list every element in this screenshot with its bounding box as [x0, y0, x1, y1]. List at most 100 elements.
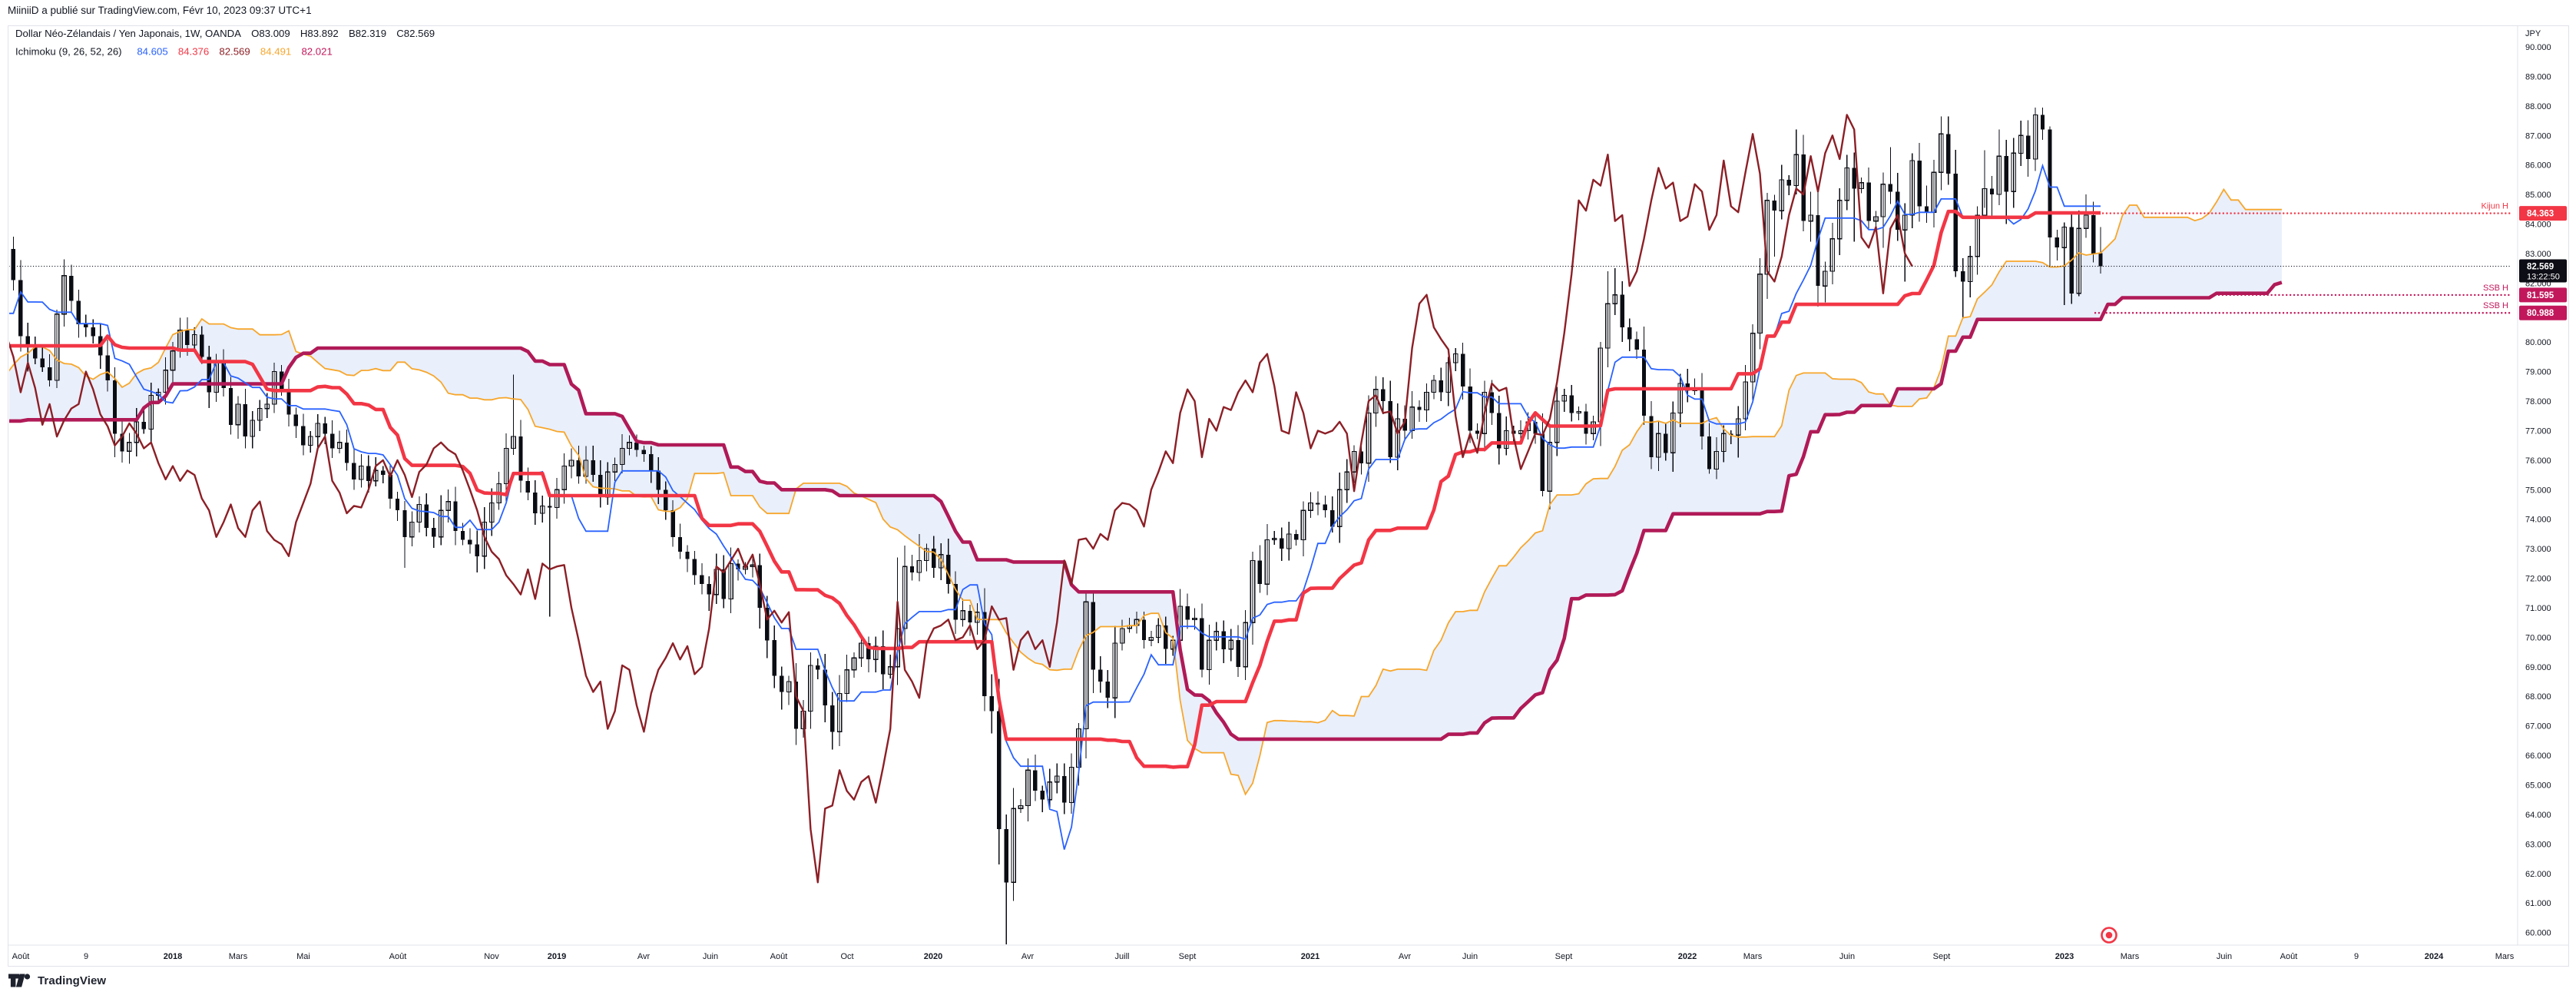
time-tick-label: Mars — [229, 952, 248, 961]
last-price-badge — [2519, 259, 2567, 283]
price-tick-label: 80.000 — [2525, 338, 2551, 347]
time-tick-label: Oct — [840, 952, 853, 961]
indicator-title-row[interactable]: Ichimoku (9, 26, 52, 26) 84.605 84.376 8… — [15, 46, 333, 58]
time-tick-label: Mai — [296, 952, 310, 961]
time-tick-label: Août — [389, 952, 407, 961]
price-tick-label: 63.000 — [2525, 840, 2551, 849]
time-tick-label: 2021 — [1301, 952, 1319, 961]
publish-header: MiiniiD a publié sur TradingView.com, Fé… — [8, 5, 312, 16]
time-tick-label: Juill — [1115, 952, 1130, 961]
time-tick-label: Août — [2280, 952, 2298, 961]
price-chart[interactable]: JPY 60.000 61.000 62.000 63.000 64.000 65.000 6… — [8, 26, 2568, 966]
ichimoku-cloud — [9, 189, 2282, 795]
kijun-ray-badge-value: 84.363 — [2527, 210, 2554, 219]
tradingview-attribution[interactable]: TradingView — [8, 971, 106, 990]
price-tick-label: 84.000 — [2525, 221, 2551, 230]
time-tick-label: Sept — [1179, 952, 1197, 961]
price-tick-label: 62.000 — [2525, 870, 2551, 879]
kijun-ray-badge — [2519, 206, 2567, 221]
time-tick-label: Nov — [484, 952, 499, 961]
time-tick-label: Juin — [1462, 952, 1478, 961]
indicator-value: 82.569 — [209, 46, 250, 58]
price-tick-label: 69.000 — [2525, 663, 2551, 672]
price-tick-label: 70.000 — [2525, 633, 2551, 642]
price-tick-label: 88.000 — [2525, 102, 2551, 111]
ssb-ray-1-line-label: SSB H — [2483, 284, 2508, 293]
price-tick-label: 61.000 — [2525, 899, 2551, 908]
time-tick-label: Juin — [1839, 952, 1855, 961]
price-tick-label: 76.000 — [2525, 456, 2551, 466]
price-tick-label: 67.000 — [2525, 722, 2551, 732]
indicator-value: 84.376 — [168, 46, 210, 58]
kijun-line — [9, 209, 2101, 769]
time-tick-label: 9 — [2354, 952, 2359, 961]
last-price-badge-countdown: 13:22:50 — [2527, 272, 2560, 281]
ssb-ray-1-group: SSB H 81.595 — [2483, 284, 2567, 303]
indicator-value: 84.605 — [127, 46, 168, 58]
publish-marker-dot — [2105, 931, 2113, 939]
time-axis: Août 9 2018 Mars Mai Août Nov 2019 Avr Juin Août Oc… — [12, 952, 2515, 961]
time-tick-label: 2020 — [924, 952, 942, 961]
time-tick-label: 2022 — [1678, 952, 1697, 961]
time-tick-label: 9 — [84, 952, 88, 961]
time-tick-label: Août — [12, 952, 30, 961]
senkou-b-line — [9, 280, 2283, 742]
price-tick-label: 85.000 — [2525, 191, 2551, 200]
senkou-a-line — [9, 187, 2282, 796]
time-tick-label: Avr — [1021, 952, 1035, 961]
time-tick-label: Mars — [2495, 952, 2515, 961]
indicator-value: 82.021 — [291, 46, 333, 58]
price-tick-label: 65.000 — [2525, 781, 2551, 791]
time-tick-label: Avr — [637, 952, 651, 961]
time-tick-label: Juin — [703, 952, 718, 961]
symbol-title-row[interactable]: Dollar Néo-Zélandais / Yen Japonais, 1W,… — [15, 28, 435, 39]
ssb-ray-2-line-label: SSB H — [2483, 301, 2508, 310]
ssb-ray-2-group: SSB H 80.988 — [2483, 301, 2567, 320]
ohlc-c: C82.569 — [386, 28, 435, 39]
legend: Dollar Néo-Zélandais / Yen Japonais, 1W,… — [15, 28, 435, 58]
kijun-ray-group: Kijun H 84.363 — [2482, 202, 2567, 221]
ssb-ray-2-badge-value: 80.988 — [2527, 309, 2554, 318]
tenkan-line — [9, 163, 2101, 850]
time-tick-label: 2023 — [2055, 952, 2074, 961]
time-tick-label: 2019 — [548, 952, 566, 961]
price-axis-currency: JPY — [2525, 29, 2541, 38]
ohlc-b: B82.319 — [339, 28, 386, 39]
ohlc-h: H83.892 — [290, 28, 339, 39]
time-tick-label: Mars — [1743, 952, 1763, 961]
tradingview-logo-icon — [8, 974, 31, 987]
time-tick-label: 2024 — [2425, 952, 2444, 961]
price-tick-label: 79.000 — [2525, 368, 2551, 377]
time-tick-label: Sept — [1555, 952, 1573, 961]
ohlc-o: O83.009 — [241, 28, 290, 39]
price-tick-label: 77.000 — [2525, 426, 2551, 436]
indicator-name: Ichimoku (9, 26, 52, 26) — [15, 46, 127, 58]
publish-marker-group — [2101, 927, 2117, 944]
time-tick-label: Juin — [2217, 952, 2232, 961]
price-tick-label: 68.000 — [2525, 692, 2551, 702]
plot-layer — [9, 107, 2511, 944]
price-tick-label: 64.000 — [2525, 811, 2551, 820]
symbol-title: Dollar Néo-Zélandais / Yen Japonais, 1W,… — [15, 28, 241, 39]
chart-card: JPY 60.000 61.000 62.000 63.000 64.000 65.000 6… — [8, 25, 2569, 967]
price-tick-label: 72.000 — [2525, 575, 2551, 584]
ssb-ray-2-badge — [2519, 305, 2567, 320]
time-tick-label: 2018 — [164, 952, 182, 961]
kijun-ray-line-label: Kijun H — [2482, 202, 2509, 211]
chikou-line — [9, 114, 1913, 884]
price-tick-label: 66.000 — [2525, 751, 2551, 761]
price-axis: JPY 60.000 61.000 62.000 63.000 64.000 65.000 6… — [2525, 29, 2551, 938]
price-tick-label: 60.000 — [2525, 929, 2551, 938]
indicator-value: 84.491 — [250, 46, 292, 58]
ssb-ray-1-badge — [2519, 287, 2567, 303]
ssb-ray-1-badge-value: 81.595 — [2527, 291, 2554, 300]
price-tick-label: 90.000 — [2525, 43, 2551, 52]
time-tick-label: Août — [770, 952, 788, 961]
price-tick-label: 86.000 — [2525, 161, 2551, 171]
price-tick-label: 75.000 — [2525, 486, 2551, 495]
time-tick-label: Mars — [2121, 952, 2140, 961]
price-tick-label: 83.000 — [2525, 250, 2551, 259]
price-tick-label: 87.000 — [2525, 131, 2551, 141]
tradingview-brand-text: TradingView — [38, 974, 107, 987]
